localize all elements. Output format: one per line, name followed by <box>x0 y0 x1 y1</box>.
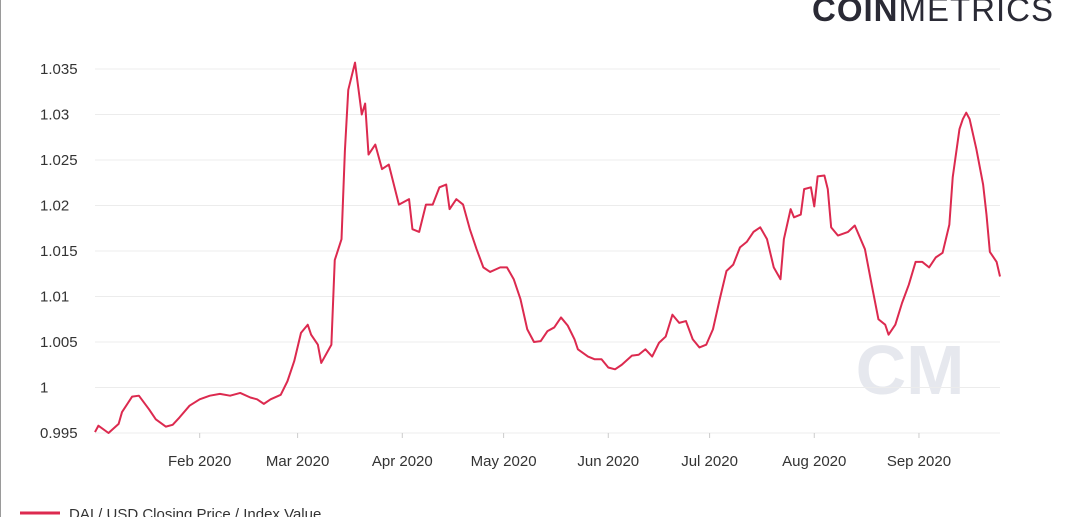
x-tick-label: Feb 2020 <box>168 453 231 470</box>
y-tick-label: 1.015 <box>40 243 78 260</box>
y-tick-label: 1.02 <box>40 198 69 215</box>
y-tick-label: 1.01 <box>40 289 69 306</box>
y-tick-label: 1.03 <box>40 107 69 124</box>
x-tick-label: Jul 2020 <box>681 453 738 470</box>
legend-label: DAI / USD Closing Price / Index Value <box>69 506 321 517</box>
x-tick-label: Sep 2020 <box>887 453 951 470</box>
x-tick-label: Mar 2020 <box>266 453 329 470</box>
x-tick-label: May 2020 <box>471 453 537 470</box>
x-tick-label: Jun 2020 <box>577 453 639 470</box>
y-tick-label: 1.025 <box>40 152 78 169</box>
watermark: CM <box>856 331 965 409</box>
logo: COINMETRICS <box>812 0 1054 28</box>
y-tick-label: 1 <box>40 380 48 397</box>
y-tick-label: 0.995 <box>40 425 78 442</box>
y-tick-label: 1.035 <box>40 61 78 78</box>
logo-light: METRICS <box>899 0 1055 28</box>
plot: 0.995 1 1.005 1.01 1.015 1.02 1.025 1.03 1.035 Fe… <box>20 61 1001 517</box>
logo-bold: COIN <box>812 0 899 28</box>
series-line <box>94 61 1001 434</box>
y-tick-label: 1.005 <box>40 334 78 351</box>
x-tick-label: Apr 2020 <box>372 453 433 470</box>
x-tick-label: Aug 2020 <box>782 453 846 470</box>
